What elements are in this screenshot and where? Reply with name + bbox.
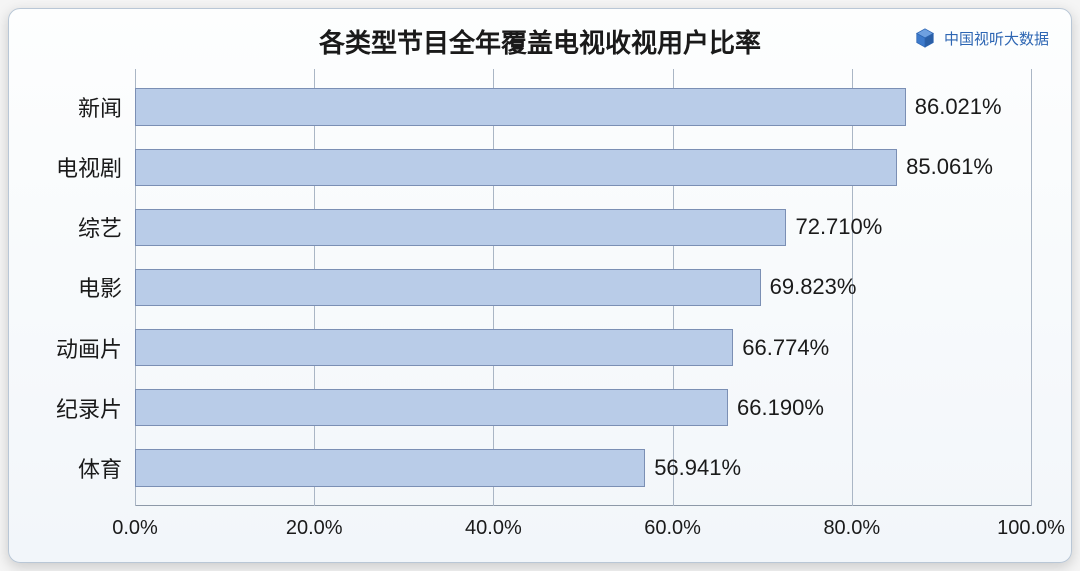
x-tick-label: 60.0% [644, 517, 701, 540]
bar-rect: 电影69.823% [135, 269, 761, 306]
category-label: 体育 [78, 452, 122, 484]
plot-area: 0.0%20.0%40.0%60.0%80.0%100.0% 新闻86.021%… [135, 69, 1031, 506]
bar-row: 电视剧85.061% [135, 137, 1031, 197]
value-label: 66.774% [742, 335, 829, 361]
category-label: 纪录片 [56, 392, 122, 424]
chart-title: 各类型节目全年覆盖电视收视用户比率 [319, 23, 761, 60]
value-label: 56.941% [654, 455, 741, 481]
bar-rect: 新闻86.021% [135, 88, 906, 125]
bar-row: 综艺72.710% [135, 197, 1031, 257]
category-label: 新闻 [78, 91, 122, 123]
value-label: 85.061% [906, 154, 993, 180]
x-tick-label: 100.0% [997, 517, 1065, 540]
x-tick-label: 40.0% [465, 517, 522, 540]
bar-rect: 纪录片66.190% [135, 389, 728, 426]
watermark: 中国视听大数据 [914, 27, 1049, 49]
bar-row: 体育56.941% [135, 438, 1031, 498]
value-label: 69.823% [770, 274, 857, 300]
value-label: 86.021% [915, 94, 1002, 120]
bar-row: 纪录片66.190% [135, 378, 1031, 438]
chart-card: 各类型节目全年覆盖电视收视用户比率 中国视听大数据 0.0%20.0%40.0%… [8, 8, 1072, 563]
category-label: 综艺 [78, 211, 122, 243]
bars-container: 新闻86.021% 电视剧85.061% 综艺72.710% 电影69.823% 动画片… [135, 69, 1031, 506]
bar-rect: 体育56.941% [135, 449, 645, 486]
bar-rect: 综艺72.710% [135, 209, 786, 246]
bar-row: 新闻86.021% [135, 77, 1031, 137]
bar-row: 动画片66.774% [135, 318, 1031, 378]
title-row: 各类型节目全年覆盖电视收视用户比率 [9, 23, 1071, 60]
category-label: 动画片 [56, 332, 122, 364]
watermark-text: 中国视听大数据 [944, 28, 1049, 49]
category-label: 电视剧 [56, 151, 122, 183]
x-tick-label: 0.0% [112, 517, 158, 540]
grid-line [1031, 69, 1032, 506]
category-label: 电影 [78, 271, 122, 303]
value-label: 66.190% [737, 395, 824, 421]
bar-rect: 动画片66.774% [135, 329, 733, 366]
x-tick-label: 80.0% [823, 517, 880, 540]
value-label: 72.710% [795, 214, 882, 240]
bar-rect: 电视剧85.061% [135, 149, 897, 186]
bar-row: 电影69.823% [135, 257, 1031, 317]
cube-icon [914, 27, 936, 49]
x-tick-label: 20.0% [286, 517, 343, 540]
